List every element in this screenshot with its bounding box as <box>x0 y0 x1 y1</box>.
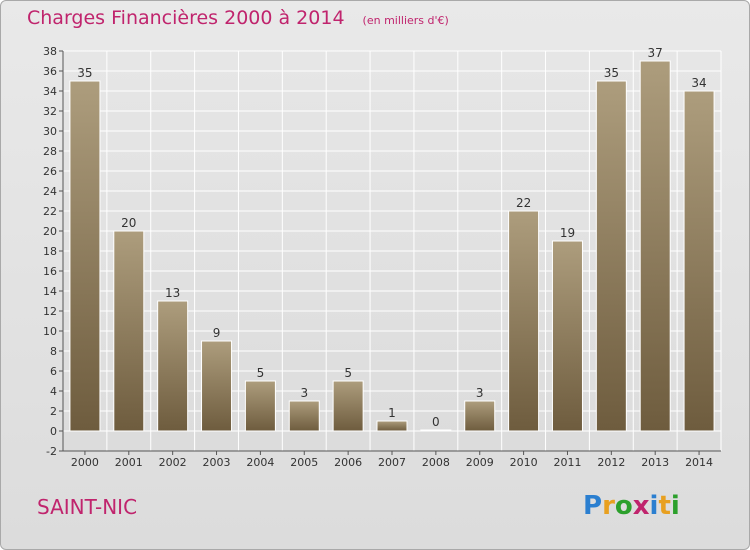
bar-2010 <box>508 210 540 432</box>
x-tick-label-2004: 2004 <box>246 456 274 469</box>
logo-letter: i <box>670 491 680 521</box>
logo-letter: i <box>649 491 659 521</box>
y-tick-label: 14 <box>43 285 57 298</box>
title-row: Charges Financières 2000 à 2014 (en milli… <box>27 7 449 29</box>
data-label-2000: 35 <box>77 66 92 80</box>
y-tick-label: 2 <box>50 405 57 418</box>
x-tick-label-2002: 2002 <box>159 456 187 469</box>
x-tick-label-2014: 2014 <box>685 456 713 469</box>
x-tick-label-2003: 2003 <box>203 456 231 469</box>
y-tick-label: 8 <box>50 345 57 358</box>
logo-letter: t <box>658 491 671 521</box>
y-tick-label: 4 <box>50 385 57 398</box>
data-label-2009: 3 <box>476 386 484 400</box>
bar-2003 <box>201 340 233 432</box>
y-tick-label: 24 <box>43 185 57 198</box>
x-tick-label-2013: 2013 <box>641 456 669 469</box>
y-tick-label: -2 <box>46 445 57 458</box>
data-label-2004: 5 <box>257 366 265 380</box>
y-tick-label: 36 <box>43 65 57 78</box>
y-tick-label: 12 <box>43 305 57 318</box>
x-tick-label-2012: 2012 <box>597 456 625 469</box>
data-label-2001: 20 <box>121 216 136 230</box>
y-tick-label: 38 <box>43 45 57 58</box>
bar-2012 <box>595 80 627 432</box>
logo-letter: r <box>602 491 615 521</box>
data-label-2007: 1 <box>388 406 396 420</box>
x-tick-label-2010: 2010 <box>510 456 538 469</box>
proxiti-logo: Proxiti <box>583 491 680 521</box>
logo-letter: o <box>614 491 633 521</box>
y-tick-label: 0 <box>50 425 57 438</box>
x-tick-label-2006: 2006 <box>334 456 362 469</box>
y-tick-label: 28 <box>43 145 57 158</box>
x-tick-label-2001: 2001 <box>115 456 143 469</box>
bar-2008 <box>420 429 452 432</box>
bar-2001 <box>113 230 145 432</box>
commune-name: SAINT-NIC <box>37 495 138 519</box>
bar-2011 <box>551 240 583 432</box>
data-label-2003: 9 <box>213 326 221 340</box>
y-tick-label: 16 <box>43 265 57 278</box>
bar-2005 <box>288 400 320 432</box>
bar-2002 <box>157 300 189 432</box>
y-tick-label: 20 <box>43 225 57 238</box>
y-tick-label: 26 <box>43 165 57 178</box>
x-tick-label-2000: 2000 <box>71 456 99 469</box>
data-label-2008: 0 <box>432 415 440 429</box>
y-tick-label: 6 <box>50 365 57 378</box>
x-tick-label-2009: 2009 <box>466 456 494 469</box>
data-label-2013: 37 <box>648 46 663 60</box>
y-tick-label: 18 <box>43 245 57 258</box>
bar-2006 <box>332 380 364 432</box>
data-label-2005: 3 <box>300 386 308 400</box>
data-label-2006: 5 <box>344 366 352 380</box>
data-label-2012: 35 <box>604 66 619 80</box>
chart-unit: (en milliers d'€) <box>362 14 449 27</box>
y-tick-label: 34 <box>43 85 57 98</box>
data-label-2011: 19 <box>560 226 575 240</box>
logo-letter: P <box>583 491 603 521</box>
data-label-2014: 34 <box>691 76 706 90</box>
logo-letter: x <box>632 491 650 521</box>
x-tick-label-2011: 2011 <box>553 456 581 469</box>
x-tick-label-2005: 2005 <box>290 456 318 469</box>
y-tick-label: 10 <box>43 325 57 338</box>
data-label-2010: 22 <box>516 196 531 210</box>
y-tick-label: 32 <box>43 105 57 118</box>
bar-2004 <box>244 380 276 432</box>
bar-2000 <box>69 80 101 432</box>
bar-2013 <box>639 60 671 432</box>
x-tick-label-2007: 2007 <box>378 456 406 469</box>
bar-2014 <box>683 90 715 432</box>
x-tick-label-2008: 2008 <box>422 456 450 469</box>
y-tick-label: 22 <box>43 205 57 218</box>
bar-2007 <box>376 420 408 432</box>
bar-2009 <box>464 400 496 432</box>
y-tick-label: 30 <box>43 125 57 138</box>
data-label-2002: 13 <box>165 286 180 300</box>
chart-title: Charges Financières 2000 à 2014 <box>27 7 345 29</box>
